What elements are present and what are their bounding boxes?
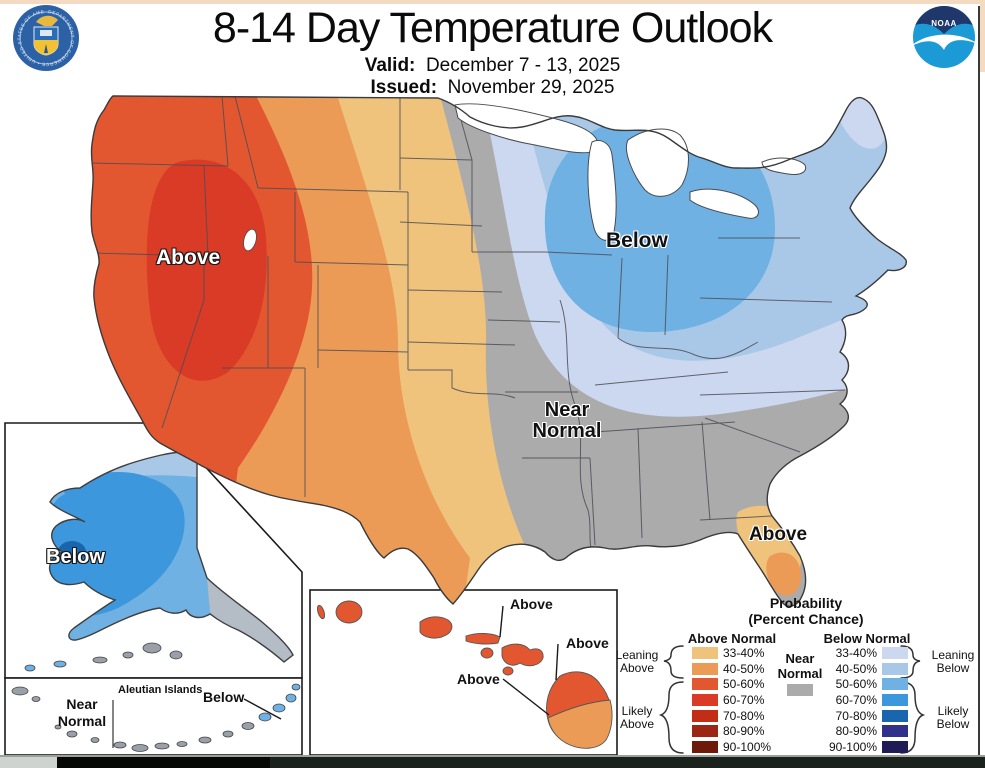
label-hawaii-above-2: Above [566,635,609,651]
big-island-band-40-50 [547,699,613,749]
legend-swatch-above-50-60 [692,678,718,690]
legend-above-header: Above Normal [687,631,777,646]
doc-seal-ship [40,30,52,36]
label-hawaii-above-3: Above [457,671,500,687]
legend-label-above-80-90: 80-90% [723,724,765,738]
legend-label-below-40-50: 40-50% [835,662,877,676]
top-edge-strip [0,0,985,4]
hawaii-map [316,600,613,749]
brace-likely-above [658,681,684,754]
legend-swatch-below-50-60 [882,678,908,690]
issued-value: November 29, 2025 [447,77,615,98]
label-west-above: Above [156,246,221,269]
brace-leaning-below [900,645,921,679]
issued-line: Issued: November 29, 2025 [0,77,985,99]
bottom-bar-left-segment [0,757,57,768]
legend-swatch-below-33-40 [882,647,908,659]
legend-title: Probability [769,595,843,611]
legend-label-above-40-50: 40-50% [723,662,765,676]
bottom-bar-dark-segment [57,757,270,768]
conus-outline [90,95,907,607]
label-aleutian-near-normal: Near Normal [57,696,107,729]
label-alaska-below: Below [46,546,105,568]
legend-below-header: Below Normal [823,631,911,646]
doc-seal: DEPARTMENT OF COMMERCE • UNITED STATES O… [0,0,79,71]
legend-label-above-60-70: 60-70% [723,693,765,707]
legend-swatch-below-70-80 [882,710,908,722]
noaa-logo: NOAA [913,6,975,68]
great-lakes [454,103,807,241]
label-aleutian-below: Below [203,689,245,705]
valid-value: December 7 - 13, 2025 [425,55,621,76]
legend-label-below-90-100: 90-100% [828,740,877,754]
legend-label-above-70-80: 70-80% [723,709,765,723]
valid-label: Valid: [364,55,416,76]
legend-label-below-33-40: 33-40% [835,646,877,660]
aleutian-below-pointer [243,698,282,720]
label-aleutian-islands: Aleutian Islands [118,684,203,696]
legend-swatch-above-60-70 [692,694,718,706]
page-title: 8-14 Day Temperature Outlook [212,4,773,52]
legend-label-below-70-80: 70-80% [835,709,877,723]
label-florida-above: Above [749,524,808,545]
label-midwest-below: Below [606,229,668,252]
bottom-bar [0,757,985,768]
aleutian-inset-frame [4,677,303,756]
alaska-panhandle [207,578,293,662]
legend-label-below-60-70: 60-70% [835,693,877,707]
legend-swatch-below-60-70 [882,694,908,706]
state-boundaries [91,96,846,553]
legend-swatch-below-40-50 [882,663,908,675]
alaska-south-islands [24,642,183,672]
doc-seal-lighthouse [44,44,48,53]
legend-subtitle: (Percent Chance) [748,611,864,627]
legend-leaning-above: Leaning Above [615,648,659,675]
label-hawaii-above-1: Above [510,596,553,612]
legend-leaning-below: Leaning Below [931,648,975,675]
legend-swatch-near-normal [787,684,813,696]
legend-swatch-above-40-50 [692,663,718,675]
brace-leaning-above [663,645,684,679]
right-edge-line [978,6,980,757]
valid-line: Valid: December 7 - 13, 2025 [0,55,985,77]
legend-likely-above: Likely Above [619,704,655,731]
alaska-band-60-70 [49,472,185,617]
legend-swatch-below-80-90 [882,725,908,737]
issued-label: Issued: [370,77,438,98]
legend-swatch-below-90-100 [882,741,908,753]
florida-band-above-40-50 [766,552,802,596]
legend-label-above-90-100: 90-100% [723,740,772,754]
great-salt-lake [243,228,257,252]
legend-label-below-80-90: 80-90% [835,724,877,738]
legend-label-below-50-60: 50-60% [835,677,877,691]
conus-band-above-60-70 [146,159,267,381]
alaska-outline [48,451,294,663]
legend-swatch-above-80-90 [692,725,718,737]
legend-likely-below: Likely Below [936,704,970,731]
legend-swatch-above-90-100 [692,741,718,753]
bottom-separator [0,755,985,757]
hawaii-pointers [499,605,559,716]
noaa-logo-text: NOAA [931,19,957,28]
alaska-band-70-80 [58,541,86,563]
brace-likely-below [900,681,926,754]
aleutian-map [11,683,301,752]
legend-label-above-33-40: 33-40% [723,646,765,660]
label-near-normal: Near Normal [532,399,602,442]
legend-swatch-above-33-40 [692,647,718,659]
doc-seal-eagle [36,15,58,26]
legend-braces [658,645,926,754]
legend-near-normal-label: Near Normal [777,651,823,681]
legend-swatch-above-70-80 [692,710,718,722]
legend-label-above-50-60: 50-60% [723,677,765,691]
right-edge-strip [980,4,985,72]
